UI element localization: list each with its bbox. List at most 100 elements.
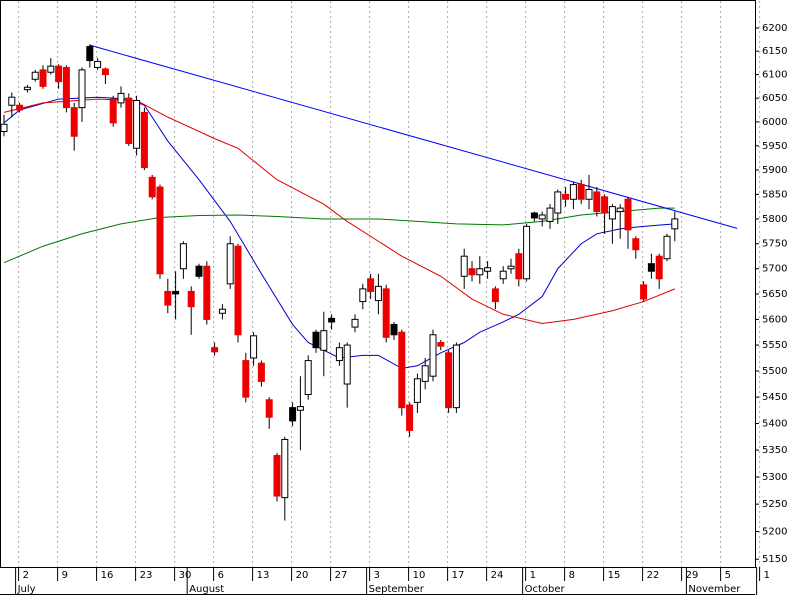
- candle-body: [413, 378, 421, 403]
- candle-body: [23, 86, 31, 91]
- y-tick-label: 5350: [762, 445, 787, 456]
- candle-body: [62, 67, 70, 109]
- y-tick-label: 5550: [762, 340, 787, 351]
- candle-body: [164, 290, 172, 306]
- candle-body: [351, 318, 359, 328]
- x-tick-label: 1: [764, 570, 770, 581]
- x-tick-label: 13: [257, 570, 270, 581]
- candle-body: [421, 365, 429, 382]
- candle-body: [491, 288, 499, 303]
- candle-body: [312, 331, 320, 349]
- candle-body: [328, 317, 336, 323]
- y-tick-label: 5450: [762, 392, 787, 403]
- candle-body: [211, 347, 219, 353]
- candle-body: [335, 347, 343, 362]
- candle-body: [16, 104, 24, 111]
- x-tick-label: 15: [608, 570, 621, 581]
- line-series: [3, 98, 675, 324]
- y-tick-label: 5950: [762, 141, 787, 152]
- candle-body: [499, 270, 507, 280]
- candle-body: [647, 263, 655, 272]
- candles: [0, 44, 679, 521]
- candle-body: [460, 255, 468, 277]
- candle-body: [382, 288, 390, 338]
- y-tick-label: 5150: [762, 554, 787, 565]
- y-tick-label: 6100: [762, 70, 787, 81]
- y-tick-label: 5200: [762, 527, 787, 538]
- candle-body: [281, 438, 289, 499]
- y-tick-label: 5300: [762, 472, 787, 483]
- month-label: August: [189, 584, 224, 595]
- candle-body: [265, 399, 273, 418]
- y-tick-label: 6000: [762, 117, 787, 128]
- candle-body: [523, 225, 531, 280]
- candle-body: [289, 407, 297, 422]
- y-tick-label: 5750: [762, 239, 787, 250]
- candle-body: [367, 278, 375, 292]
- candle-body: [125, 97, 133, 144]
- y-tick-label: 5700: [762, 264, 787, 275]
- candle-body: [242, 360, 250, 398]
- y-tick-label: 5400: [762, 419, 787, 430]
- candle-body: [593, 191, 601, 213]
- line-series: [89, 44, 738, 229]
- candle-body: [8, 96, 16, 106]
- candle-body: [406, 404, 414, 431]
- candle-body: [39, 69, 47, 87]
- candle-body: [179, 243, 187, 270]
- candle-body: [538, 214, 546, 220]
- candle-body: [671, 218, 679, 230]
- candle-body: [608, 206, 616, 220]
- x-tick-label: 9: [62, 570, 68, 581]
- candle-body: [273, 454, 281, 497]
- y-tick-label: 5850: [762, 189, 787, 200]
- y-tick-label: 6200: [762, 23, 787, 34]
- candle-body: [101, 68, 109, 76]
- candle-body: [390, 324, 398, 336]
- candle-body: [47, 65, 55, 73]
- x-tick-label: 5: [725, 570, 731, 581]
- candle-body: [484, 267, 492, 272]
- candle-body: [55, 65, 63, 83]
- candle-body: [468, 268, 476, 276]
- candle-body: [398, 331, 406, 409]
- candle-body: [234, 245, 242, 336]
- candle-body: [585, 188, 593, 200]
- candle-body: [437, 341, 445, 347]
- x-tick-label: 24: [491, 570, 504, 581]
- x-tick-label: 27: [335, 570, 348, 581]
- candle-body: [429, 334, 437, 377]
- x-tick-label: 16: [101, 570, 114, 581]
- candle-body: [226, 243, 234, 285]
- x-tick-label: 6: [218, 570, 224, 581]
- x-tick-label: 17: [452, 570, 465, 581]
- candle-body: [624, 198, 632, 231]
- candle-body: [70, 107, 78, 137]
- candle-body: [632, 238, 640, 251]
- candle-body: [359, 288, 367, 303]
- candle-body: [195, 265, 203, 277]
- x-tick-label: 10: [413, 570, 426, 581]
- candle-body: [172, 290, 180, 295]
- candle-body: [218, 308, 226, 314]
- candle-body: [156, 186, 164, 275]
- x-tick-label: 22: [647, 570, 660, 581]
- candle-body: [530, 212, 538, 219]
- month-label: July: [17, 584, 36, 595]
- candle-body: [148, 176, 156, 198]
- month-label: November: [688, 584, 741, 595]
- candle-body: [655, 255, 663, 280]
- candle-body: [133, 100, 141, 149]
- x-tick-label: 8: [569, 570, 575, 581]
- month-label: September: [369, 584, 425, 595]
- candle-body: [663, 235, 671, 260]
- grid: [18, 1, 761, 567]
- candle-body: [601, 196, 609, 214]
- month-label: October: [525, 584, 566, 595]
- candle-body: [515, 253, 523, 280]
- candle-body: [94, 60, 102, 69]
- candle-body: [296, 406, 304, 411]
- candle-body: [476, 268, 484, 276]
